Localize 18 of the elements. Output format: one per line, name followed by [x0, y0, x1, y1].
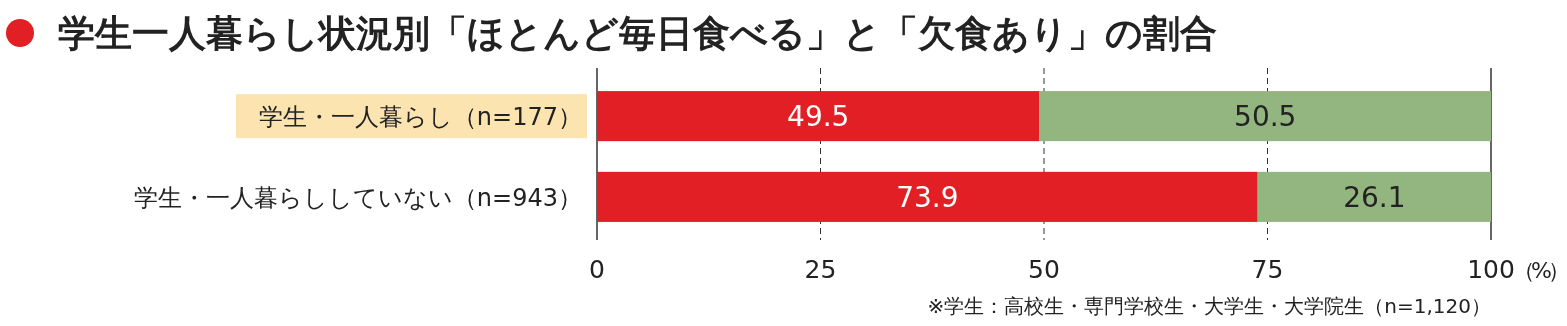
data-label: 26.1: [1343, 180, 1406, 214]
x-tick-label: 0: [589, 255, 605, 284]
data-label: 50.5: [1234, 100, 1297, 134]
y-tick-label: 学生・一人暮らし（n=177）: [258, 103, 582, 132]
chart-title: 学生一人暮らし状況別「ほとんど毎日食べる」と「欠食あり」の割合: [58, 12, 1217, 55]
x-tick-label: 75: [1251, 255, 1284, 284]
x-axis-title: （%）: [1513, 258, 1566, 283]
x-tick-label: 50: [1028, 255, 1060, 284]
bar: [597, 171, 1258, 222]
text: ※学生：高校生・専門学校生・大学生・大学院生（n=1,120）: [927, 294, 1491, 318]
y-tick-label: 学生・一人暮らししていない（n=943）: [133, 183, 582, 212]
bar: [1257, 171, 1491, 222]
x-tick-label: 100: [1467, 255, 1515, 284]
x-tick-label: 25: [804, 255, 837, 284]
bar: [597, 91, 1040, 142]
bar: [1039, 91, 1491, 142]
data-label: 73.9: [896, 180, 959, 214]
data-label: 49.5: [787, 100, 850, 134]
